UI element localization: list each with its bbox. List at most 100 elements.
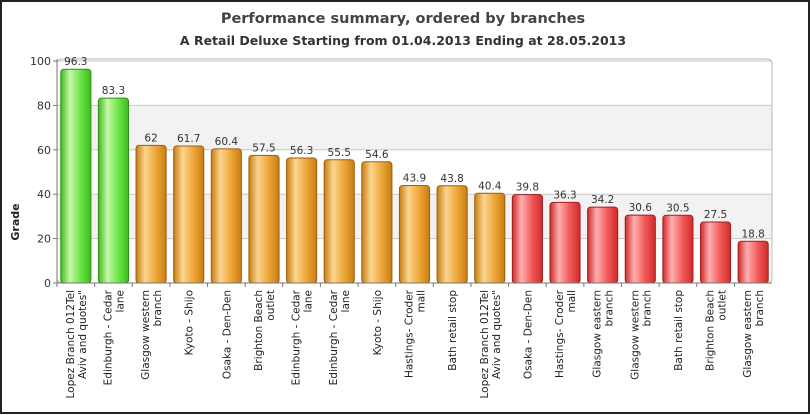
x-tick-label-line: Kyoto - Shijo — [184, 290, 196, 355]
x-tick-label: Lopez Branch 012TelAviv and quotes" — [65, 290, 89, 399]
x-tick-label-line: Aviv and quotes" — [491, 290, 503, 379]
x-tick-label: Edinburgh - Cedarlane — [291, 289, 315, 385]
bar[interactable] — [361, 161, 393, 284]
bar-value-label: 62 — [144, 132, 157, 144]
x-tick-label: Kyoto - Shijo — [184, 290, 196, 355]
x-tick-label: Hastings- Crodermall — [404, 289, 428, 378]
bar[interactable] — [398, 185, 431, 284]
x-tick-label: Glasgow easternbranch — [742, 290, 766, 378]
bar-value-label: 60.4 — [215, 136, 239, 148]
axes — [53, 58, 773, 287]
bar[interactable] — [173, 145, 205, 284]
y-tick-label: 0 — [44, 277, 51, 290]
bar-value-label: 30.5 — [666, 202, 689, 214]
x-tick-label-line: Lopez Branch 012Tel — [65, 290, 77, 399]
x-tick-label-line: branch — [152, 290, 164, 327]
bar[interactable] — [624, 214, 656, 284]
bar-value-label: 30.6 — [629, 202, 653, 214]
x-tick-label: Glasgow westernbranch — [629, 290, 653, 380]
bar[interactable] — [511, 194, 543, 284]
bar-value-label: 43.8 — [440, 173, 463, 185]
x-tick-label-line: Glasgow western — [140, 290, 152, 380]
chart-subtitle: A Retail Deluxe Starting from 01.04.2013… — [179, 33, 627, 48]
y-tick-label: 100 — [30, 55, 51, 68]
bar-value-label: 34.2 — [591, 194, 614, 206]
y-axis-label: Grade — [9, 203, 22, 240]
x-tick-label-line: lane — [303, 290, 315, 312]
bar[interactable] — [737, 240, 769, 284]
x-tick-label-line: lane — [340, 290, 352, 312]
y-tick-label: 40 — [37, 188, 51, 201]
bar-value-label: 39.8 — [516, 182, 539, 194]
x-tick-label: Kyoto - Shijo — [372, 290, 384, 355]
x-tick-label: Brighton Beachoutlet — [253, 290, 277, 371]
x-tick-label: Glasgow easternbranch — [592, 290, 616, 378]
bar[interactable] — [286, 157, 318, 284]
x-tick-label-line: Osaka - Den-Den — [522, 290, 534, 379]
x-tick-label-line: Bath retail stop — [447, 290, 459, 371]
plot-band — [57, 105, 772, 150]
bar[interactable] — [587, 206, 619, 284]
x-tick-label-line: Lopez Branch 012Tel — [479, 290, 491, 399]
x-tick-label-line: branch — [604, 290, 616, 327]
chart-title: Performance summary, ordered by branches — [220, 11, 586, 27]
x-tick-label-line: outlet — [717, 290, 729, 321]
bar[interactable] — [323, 159, 355, 284]
x-tick-label-line: lane — [114, 290, 126, 312]
y-tick-label: 80 — [37, 99, 51, 112]
bar[interactable] — [474, 192, 506, 284]
x-tick-label: Bath retail stop — [673, 290, 685, 371]
x-tick-label-line: Bath retail stop — [673, 290, 685, 371]
bar[interactable] — [97, 97, 129, 284]
bar-value-label: 27.5 — [704, 209, 727, 221]
bar[interactable] — [549, 201, 581, 284]
x-tick-label-line: mall — [416, 290, 428, 313]
x-tick-label-line: branch — [641, 290, 653, 327]
x-tick-label: Osaka - Den-Den — [221, 290, 233, 379]
bar[interactable] — [436, 185, 468, 284]
x-tick-label-line: branch — [754, 290, 766, 327]
y-tick-label: 20 — [37, 233, 51, 246]
bar-value-label: 54.6 — [365, 149, 389, 161]
bar[interactable] — [210, 148, 242, 284]
x-tick-label: Glasgow westernbranch — [140, 290, 164, 380]
bar[interactable] — [662, 214, 694, 284]
x-tick-label-line: Brighton Beach — [705, 290, 717, 371]
x-tick-label-line: Kyoto - Shijo — [372, 290, 384, 355]
bar-value-label: 61.7 — [177, 133, 200, 145]
x-tick-label-line: Brighton Beach — [253, 290, 265, 371]
bar-value-label: 83.3 — [102, 85, 125, 97]
x-tick-label: Brighton Beachoutlet — [705, 290, 729, 371]
bar[interactable] — [248, 154, 280, 284]
bar[interactable] — [60, 68, 92, 284]
x-tick-label-line: Aviv and quotes" — [77, 290, 89, 379]
x-tick-label-line: Hastings- Croder — [554, 289, 566, 378]
bar-value-label: 96.3 — [64, 56, 87, 68]
bar[interactable] — [700, 221, 732, 284]
bar[interactable] — [135, 144, 167, 284]
x-tick-label: Edinburgh - Cedarlane — [102, 289, 126, 385]
x-tick-label-line: outlet — [265, 290, 277, 321]
bar-value-label: 57.5 — [252, 142, 275, 154]
x-tick-label-line: mall — [566, 290, 578, 313]
x-tick-label-line: Edinburgh - Cedar — [291, 289, 303, 385]
bar-value-label: 18.8 — [741, 228, 764, 240]
x-tick-label: Hastings- Crodermall — [554, 289, 578, 378]
x-tick-label-line: Hastings- Croder — [404, 289, 416, 378]
x-tick-label-line: Glasgow eastern — [742, 290, 754, 378]
x-tick-label: Bath retail stop — [447, 290, 459, 371]
x-tick-label: Osaka - Den-Den — [522, 290, 534, 379]
bar-value-label: 56.3 — [290, 145, 313, 157]
y-tick-label: 60 — [37, 144, 51, 157]
x-tick-label: Edinburgh - Cedarlane — [328, 289, 352, 385]
x-tick-label-line: Osaka - Den-Den — [221, 290, 233, 379]
x-tick-label-line: Glasgow eastern — [592, 290, 604, 378]
x-tick-label-line: Edinburgh - Cedar — [102, 289, 114, 385]
bar-value-label: 36.3 — [553, 189, 576, 201]
x-tick-label-line: Glasgow western — [629, 290, 641, 380]
bar-value-label: 43.9 — [403, 173, 426, 185]
x-tick-label: Lopez Branch 012TelAviv and quotes" — [479, 290, 503, 399]
bar-value-label: 55.5 — [328, 147, 351, 159]
